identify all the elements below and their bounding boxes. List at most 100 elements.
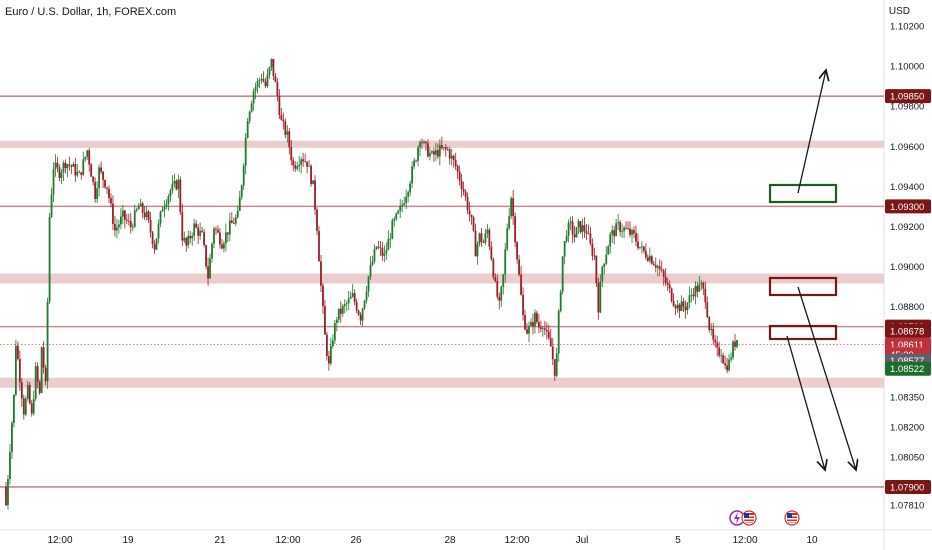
support-resistance-zone bbox=[0, 377, 884, 388]
candle-body bbox=[112, 203, 114, 224]
candle-body bbox=[38, 381, 41, 393]
candle-body bbox=[486, 229, 489, 234]
candle-body bbox=[682, 301, 685, 307]
candle-body bbox=[482, 241, 485, 243]
candle-body bbox=[539, 327, 542, 329]
candle-body bbox=[127, 220, 130, 222]
candle-body bbox=[238, 197, 241, 211]
candle-body bbox=[722, 355, 725, 364]
candle-body bbox=[551, 346, 554, 360]
candle-body bbox=[223, 243, 225, 249]
candle-body bbox=[646, 257, 649, 261]
candle-body bbox=[74, 164, 77, 176]
candle-body bbox=[270, 58, 273, 68]
candle-body bbox=[732, 341, 734, 358]
candle-body bbox=[650, 256, 653, 264]
candle-body bbox=[579, 221, 582, 233]
x-tick-label: 12:00 bbox=[732, 535, 757, 546]
candle-body bbox=[118, 224, 120, 228]
candle-body bbox=[314, 180, 316, 210]
us-flag-event-icon[interactable] bbox=[784, 510, 800, 526]
candle-body bbox=[195, 223, 198, 228]
candle-body bbox=[32, 398, 35, 414]
candle-body bbox=[413, 160, 415, 167]
us-flag-event-icon[interactable] bbox=[741, 510, 757, 526]
candle-body bbox=[528, 325, 530, 334]
candle-body bbox=[597, 283, 600, 313]
candle-body bbox=[512, 198, 515, 217]
candle-body bbox=[161, 209, 164, 212]
candle-body bbox=[508, 216, 511, 229]
price-tag bbox=[885, 324, 931, 339]
candle-body bbox=[349, 296, 352, 299]
candle-body bbox=[76, 171, 79, 176]
candle-body bbox=[345, 303, 348, 305]
candle-body bbox=[474, 230, 477, 257]
candle-body bbox=[183, 237, 186, 241]
candle-body bbox=[591, 243, 594, 256]
candle-body bbox=[359, 314, 362, 321]
y-tick-label: 1.07810 bbox=[890, 501, 924, 512]
projection-arrow bbox=[797, 286, 856, 470]
candle-body bbox=[145, 211, 148, 218]
candle-body bbox=[125, 219, 128, 221]
candle-body bbox=[133, 210, 136, 227]
candle-body bbox=[434, 150, 437, 155]
candle-body bbox=[355, 301, 358, 311]
candle-body bbox=[50, 194, 53, 217]
candle-body bbox=[712, 328, 715, 340]
candle-body bbox=[171, 183, 174, 191]
candle-body bbox=[417, 147, 419, 161]
candle-body bbox=[549, 337, 552, 347]
y-tick-label: 1.10000 bbox=[890, 62, 924, 73]
candle-body bbox=[339, 308, 342, 314]
candle-body bbox=[547, 331, 550, 338]
candle-body bbox=[700, 282, 703, 285]
candle-body bbox=[589, 233, 592, 244]
candle-body bbox=[308, 165, 310, 167]
candle-body bbox=[504, 249, 507, 275]
candle-body bbox=[641, 246, 643, 248]
candle-body bbox=[642, 246, 645, 251]
candle-body bbox=[397, 210, 400, 214]
candle-body bbox=[450, 155, 453, 159]
candle-body bbox=[240, 185, 243, 198]
candle-body bbox=[203, 232, 205, 246]
candle-body bbox=[54, 162, 57, 170]
candle-body bbox=[438, 145, 441, 157]
candle-body bbox=[258, 80, 261, 82]
candle-body bbox=[609, 234, 612, 247]
candle-body bbox=[106, 187, 108, 189]
candle-body bbox=[272, 58, 275, 77]
candle-body bbox=[611, 230, 614, 235]
candle-body bbox=[688, 295, 691, 303]
candle-body bbox=[333, 323, 336, 341]
candle-body bbox=[274, 76, 277, 83]
candle-body bbox=[98, 167, 100, 189]
candle-body bbox=[708, 317, 711, 330]
candle-body bbox=[436, 150, 439, 157]
candle-body bbox=[22, 398, 25, 415]
candle-body bbox=[226, 232, 229, 235]
candle-body bbox=[446, 149, 449, 151]
candle-body bbox=[666, 282, 669, 285]
candle-body bbox=[684, 306, 687, 311]
candle-body bbox=[143, 212, 146, 218]
candle-body bbox=[607, 246, 610, 255]
candle-body bbox=[18, 358, 21, 383]
candle-body bbox=[415, 160, 417, 162]
candle-body bbox=[254, 87, 257, 92]
candle-body bbox=[353, 293, 356, 302]
candle-body bbox=[151, 232, 154, 244]
candle-body bbox=[553, 359, 556, 376]
candle-body bbox=[522, 294, 524, 316]
candle-body bbox=[557, 311, 560, 354]
candle-body bbox=[603, 263, 606, 267]
candle-body bbox=[110, 198, 112, 204]
candle-body bbox=[262, 79, 265, 82]
candle-body bbox=[405, 196, 408, 204]
candle-body bbox=[702, 282, 705, 289]
candle-body bbox=[444, 147, 447, 150]
candle-body bbox=[526, 329, 528, 334]
